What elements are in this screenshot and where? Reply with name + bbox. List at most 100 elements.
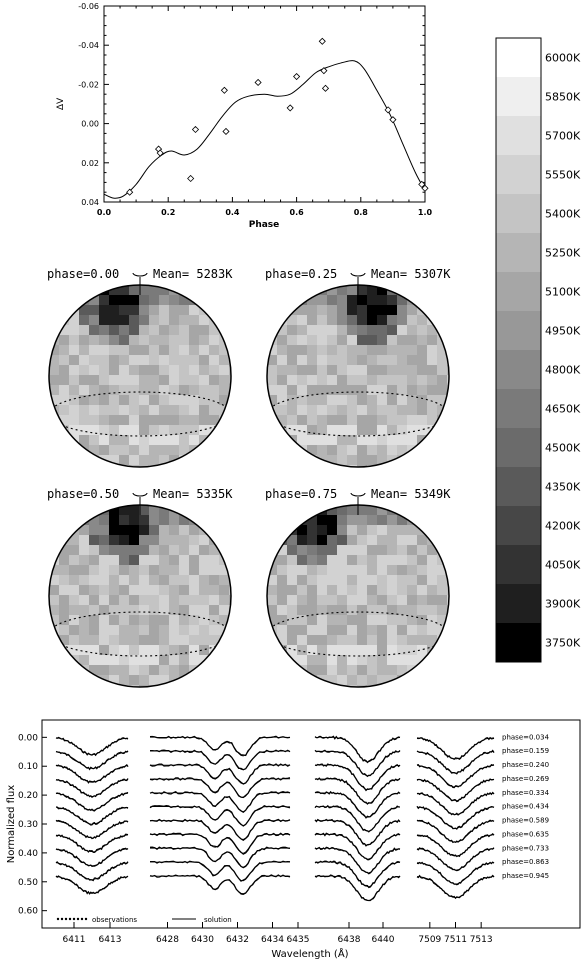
map-cell (367, 435, 378, 446)
map-cell (89, 445, 100, 456)
map-cell (209, 345, 220, 356)
map-cell (407, 645, 418, 656)
map-cell (367, 545, 378, 556)
observed-profile (416, 736, 495, 761)
map-cell (337, 615, 348, 626)
profiles-ytick-label: 0.40 (18, 849, 38, 859)
map-cell (337, 605, 348, 616)
map-cell (199, 445, 210, 456)
map-cell (297, 555, 308, 566)
map-cell (149, 395, 160, 406)
map-cell (357, 535, 368, 546)
map-cell (327, 595, 338, 606)
map-cell (367, 625, 378, 636)
map-cell (89, 545, 100, 556)
map-cell (79, 565, 90, 576)
map-cell (297, 635, 308, 646)
map-cell (129, 675, 140, 686)
map-cell (447, 295, 449, 306)
map-cell (129, 655, 140, 666)
map-cell (99, 345, 110, 356)
surface-maps: phase=0.00 Mean= 5283K phase=0.25 Mean= 530… (47, 267, 451, 688)
observed-profile (149, 846, 291, 869)
map-cell (347, 685, 358, 687)
map-cell (99, 385, 110, 396)
map-cell (447, 445, 449, 456)
map-cell (297, 435, 308, 446)
map-cell (179, 355, 190, 366)
map-cell (139, 345, 150, 356)
map-cell (219, 355, 230, 366)
map-cell (347, 295, 358, 306)
map-cell (267, 355, 278, 366)
map-cell (337, 625, 348, 636)
map-cell (219, 315, 230, 326)
map-cell (437, 365, 448, 376)
map-cell (387, 585, 398, 596)
map-cell (179, 405, 190, 416)
map-cell (367, 345, 378, 356)
map-cell (169, 395, 180, 406)
solution-profile (315, 750, 401, 777)
map-cell (407, 615, 418, 626)
map-cell (59, 615, 70, 626)
map-cell (59, 365, 70, 376)
map-cell (317, 545, 328, 556)
map-cell (337, 415, 348, 426)
map-cell (447, 465, 449, 467)
map-cell (229, 465, 231, 467)
map-cell (69, 325, 80, 336)
map-cell (397, 335, 408, 346)
profiles-xtick-label: 6432 (226, 935, 249, 945)
map-cell (317, 565, 328, 576)
map-cell (199, 515, 210, 526)
map-cell (337, 335, 348, 346)
map-cell (229, 655, 231, 666)
map-cell (49, 615, 60, 626)
observed-profile (149, 777, 291, 799)
map-cell (277, 505, 288, 516)
map-cell (199, 625, 210, 636)
lightcurve-ytick-label: 0.04 (81, 198, 99, 207)
map-cell (417, 285, 428, 296)
lightcurve-observation-point (389, 116, 397, 124)
map-cell (297, 465, 308, 467)
map-cell (119, 455, 130, 466)
map-cell (119, 445, 130, 456)
map-cell (89, 685, 100, 687)
map-cell (447, 675, 449, 686)
map-cell (59, 375, 70, 386)
map-cell (417, 595, 428, 606)
map-cell (387, 525, 398, 536)
map-cell (347, 585, 358, 596)
map-cell (199, 465, 210, 467)
map-cell (119, 395, 130, 406)
map-cell (347, 565, 358, 576)
map-cell (377, 505, 388, 516)
map-cell (277, 655, 288, 666)
map-cell (427, 415, 438, 426)
map-cell (189, 335, 200, 346)
map-cell (219, 585, 230, 596)
map-cell (387, 555, 398, 566)
lightcurve-observation-point (220, 86, 228, 94)
map-cell (427, 465, 438, 467)
map-cell (357, 585, 368, 596)
map-cell (199, 635, 210, 646)
map-cell (267, 595, 278, 606)
map-cell (59, 435, 70, 446)
map-cell (159, 305, 170, 316)
map-cell (129, 575, 140, 586)
map-cell (287, 625, 298, 636)
map-cell (229, 365, 231, 376)
map-cell (209, 395, 220, 406)
map-cell (69, 605, 80, 616)
solution-profile (150, 750, 290, 771)
map-cell (109, 405, 120, 416)
lightcurve-ytick-label: -0.04 (78, 41, 99, 50)
map-cell (159, 535, 170, 546)
map-cell (267, 545, 278, 556)
profiles-xlabel: Wavelength (Å) (271, 947, 348, 960)
map-cell (407, 455, 418, 466)
observed-profile (149, 874, 291, 895)
